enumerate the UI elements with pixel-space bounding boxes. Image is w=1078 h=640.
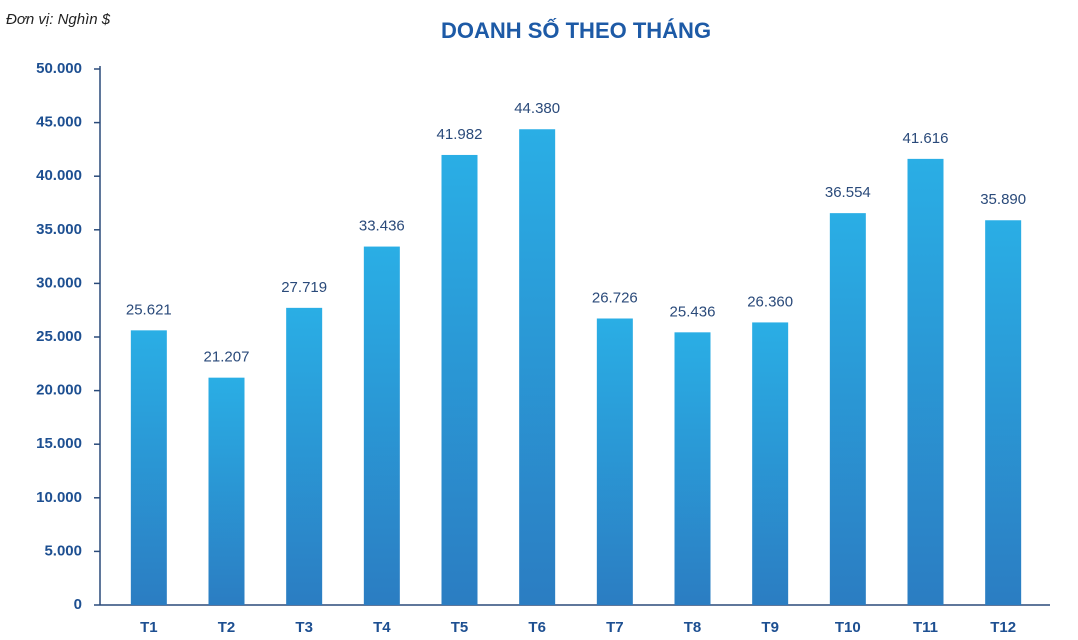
value-label: 44.380 <box>514 100 560 117</box>
bar <box>752 322 789 605</box>
x-tick-label: T6 <box>528 619 546 636</box>
value-label: 26.726 <box>592 289 638 306</box>
bar <box>985 220 1022 605</box>
value-label: 35.890 <box>980 191 1026 208</box>
chart-subtitle: Đơn vị: Nghìn $ <box>6 11 111 28</box>
y-tick-label: 20.000 <box>36 382 82 399</box>
x-tick-label: T8 <box>684 619 702 636</box>
y-tick-label: 30.000 <box>36 274 82 291</box>
bar <box>596 318 633 605</box>
x-tick-label: T12 <box>990 619 1016 636</box>
x-tick-label: T5 <box>451 619 469 636</box>
bar <box>130 330 167 605</box>
value-label: 25.621 <box>126 301 172 318</box>
bar <box>829 213 866 605</box>
bar <box>208 377 245 605</box>
y-tick-label: 15.000 <box>36 435 82 452</box>
value-label: 25.436 <box>670 303 716 320</box>
bar <box>363 246 400 605</box>
bar <box>519 129 556 605</box>
x-tick-label: T7 <box>606 619 624 636</box>
y-tick-label: 40.000 <box>36 167 82 184</box>
bar <box>441 154 478 606</box>
x-tick-label: T1 <box>140 619 158 636</box>
chart-title: DOANH SỐ THEO THÁNG <box>441 17 711 43</box>
y-tick-label: 0 <box>74 596 82 613</box>
x-tick-label: T3 <box>295 619 313 636</box>
y-tick-label: 5.000 <box>44 542 82 559</box>
bar <box>907 158 944 606</box>
value-label: 33.436 <box>359 218 405 235</box>
y-tick-label: 35.000 <box>36 221 82 238</box>
x-tick-label: T4 <box>373 619 391 636</box>
bar <box>286 307 323 605</box>
y-tick-label: 50.000 <box>36 60 82 77</box>
value-label: 41.982 <box>437 126 483 143</box>
bar <box>674 332 711 605</box>
value-label: 36.554 <box>825 184 871 201</box>
value-label: 27.719 <box>281 279 327 296</box>
value-label: 21.207 <box>204 349 250 366</box>
y-tick-label: 25.000 <box>36 328 82 345</box>
y-tick-label: 10.000 <box>36 489 82 506</box>
y-tick-label: 45.000 <box>36 114 82 131</box>
value-label: 26.360 <box>747 293 793 310</box>
x-tick-label: T9 <box>761 619 779 636</box>
x-tick-label: T2 <box>218 619 236 636</box>
x-tick-label: T11 <box>913 619 938 636</box>
value-label: 41.616 <box>903 130 949 147</box>
x-tick-label: T10 <box>835 619 861 636</box>
